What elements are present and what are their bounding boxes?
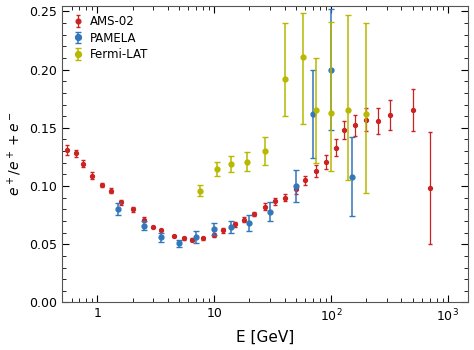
X-axis label: E [GeV]: E [GeV] bbox=[236, 329, 294, 344]
Y-axis label: $e^+/e^+ + e^-$: $e^+/e^+ + e^-$ bbox=[6, 112, 24, 196]
Legend: AMS-02, PAMELA, Fermi-LAT: AMS-02, PAMELA, Fermi-LAT bbox=[68, 12, 151, 65]
